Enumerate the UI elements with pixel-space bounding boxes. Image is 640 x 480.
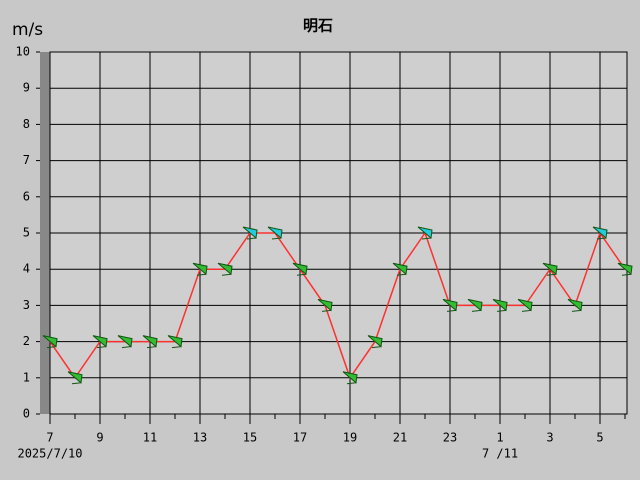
wind-arrow bbox=[92, 335, 108, 349]
wind-arrow bbox=[267, 226, 283, 240]
wind-arrow bbox=[392, 262, 408, 276]
wind-arrow bbox=[342, 371, 358, 385]
y-tick-label: 8 bbox=[23, 117, 30, 131]
wind-arrow bbox=[167, 335, 183, 349]
x-tick-label: 15 bbox=[243, 431, 257, 445]
y-tick-label: 2 bbox=[23, 334, 30, 348]
y-tick-label: 9 bbox=[23, 81, 30, 95]
wind-arrow bbox=[142, 335, 158, 349]
wind-arrow bbox=[317, 298, 333, 312]
wind-arrow bbox=[242, 226, 258, 240]
y-tick-label: 5 bbox=[23, 226, 30, 240]
wind-arrow bbox=[192, 262, 208, 276]
x-tick-label: 9 bbox=[96, 431, 103, 445]
date-label: 7 /11 bbox=[482, 447, 518, 461]
y-tick-label: 6 bbox=[23, 189, 30, 203]
axis-shade bbox=[40, 52, 50, 414]
x-tick-label: 1 bbox=[496, 431, 503, 445]
date-label: 2025/7/10 bbox=[17, 447, 82, 461]
wind-arrow bbox=[592, 226, 608, 240]
wind-arrow bbox=[417, 226, 433, 240]
chart-title: 明石 bbox=[303, 17, 333, 35]
wind-arrow bbox=[517, 298, 533, 312]
y-tick-label: 7 bbox=[23, 153, 30, 167]
wind-arrow bbox=[67, 371, 83, 385]
wind-arrow bbox=[467, 298, 483, 312]
wind-arrow bbox=[442, 298, 458, 312]
data-line bbox=[49, 231, 626, 380]
y-axis-label: m/s bbox=[12, 20, 43, 40]
wind-arrow bbox=[217, 262, 233, 276]
x-tick-label: 5 bbox=[596, 431, 603, 445]
wind-arrow bbox=[492, 298, 508, 312]
y-tick-label: 10 bbox=[16, 45, 30, 59]
y-tick-label: 4 bbox=[23, 262, 30, 276]
wind-arrow bbox=[542, 262, 558, 276]
wind-arrow bbox=[617, 262, 633, 276]
wind-arrow bbox=[117, 335, 133, 349]
x-tick-label: 13 bbox=[193, 431, 207, 445]
x-tick-label: 17 bbox=[293, 431, 307, 445]
x-tick-label: 3 bbox=[546, 431, 553, 445]
x-tick-label: 23 bbox=[443, 431, 457, 445]
y-tick-label: 0 bbox=[23, 407, 30, 421]
x-tick-label: 7 bbox=[46, 431, 53, 445]
x-tick-label: 19 bbox=[343, 431, 357, 445]
wind-arrow bbox=[42, 335, 58, 349]
wind-arrow bbox=[567, 298, 583, 312]
wind-arrow bbox=[292, 262, 308, 276]
x-tick-label: 21 bbox=[393, 431, 407, 445]
x-tick-label: 11 bbox=[143, 431, 157, 445]
y-tick-label: 1 bbox=[23, 370, 30, 384]
wind-arrow bbox=[367, 335, 383, 349]
y-tick-label: 3 bbox=[23, 298, 30, 312]
